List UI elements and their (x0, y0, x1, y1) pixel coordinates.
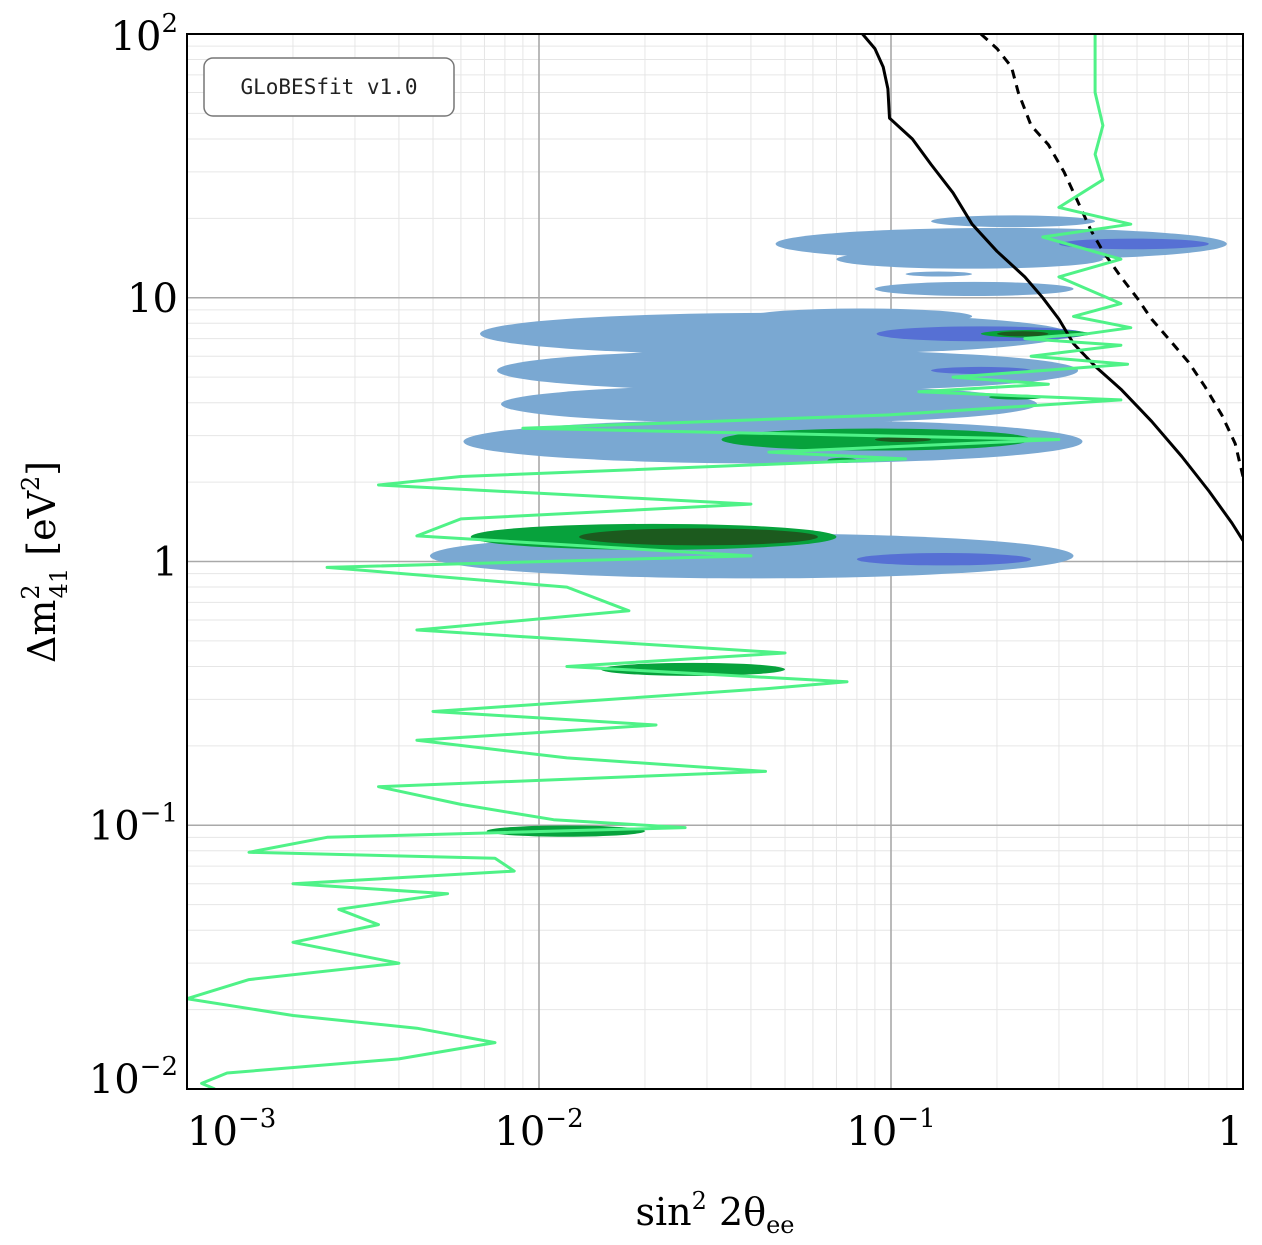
y-axis-label: Δm241 [eV2] (17, 461, 73, 663)
blue-region-4 (836, 249, 1103, 269)
y-tick-label: 10−2 (89, 1052, 178, 1103)
badge: GLoBESfit v1.0 (203, 57, 455, 117)
badge-label: GLoBESfit v1.0 (240, 75, 417, 99)
darkgreen-region-2 (874, 437, 932, 443)
y-tick-label: 1 (153, 540, 178, 586)
x-axis-label: sin2 2θee (636, 1187, 795, 1239)
x-tick-label: 1 (1218, 1109, 1243, 1155)
blue-region-5 (905, 271, 973, 277)
y-tick-label: 10 (127, 276, 178, 322)
darkgreen-region-1 (996, 331, 1049, 337)
y-tick-label: 10−1 (89, 798, 178, 849)
y-tick-label: 102 (111, 9, 178, 60)
darkgreen-region-3 (579, 528, 818, 546)
x-tick-label: 10−2 (494, 1104, 583, 1155)
blue-region-8 (480, 312, 1069, 355)
x-tick-label: 10−1 (846, 1104, 935, 1155)
green-region-6 (600, 662, 786, 676)
curve-3 (187, 34, 1133, 1089)
blue-region-6 (874, 281, 1074, 296)
blue-region-10 (497, 349, 1079, 392)
badge-box (203, 57, 455, 117)
blue-region-15 (856, 553, 1032, 566)
exclusion-curves (187, 34, 1243, 1089)
x-tick-label: 10−3 (187, 1104, 276, 1155)
plot-frame (186, 33, 1244, 1090)
curve-2 (979, 34, 1243, 477)
curve-1 (861, 34, 1243, 542)
blue-region-1 (931, 215, 1096, 228)
